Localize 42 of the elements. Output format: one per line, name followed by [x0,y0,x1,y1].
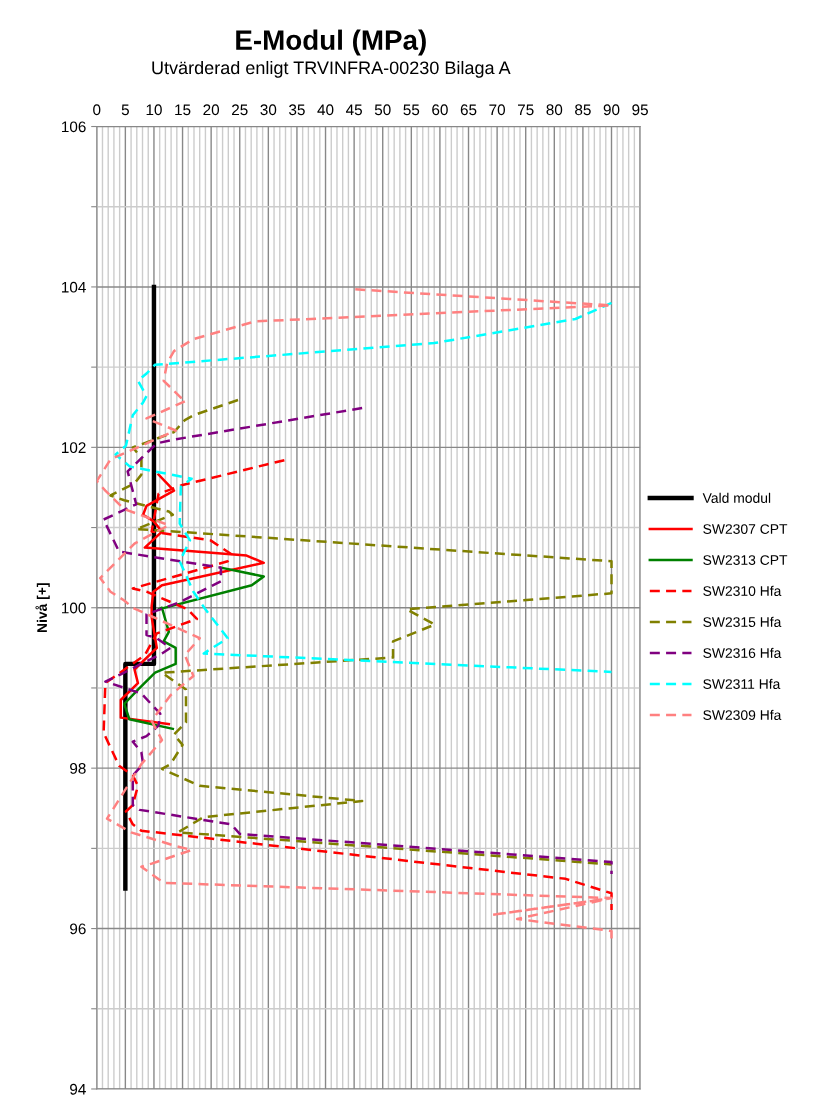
x-tick-label: 95 [632,104,648,116]
x-tick-label: 0 [93,104,101,116]
y-tick-label: 98 [70,763,86,774]
legend-label: SW2316 Hfa [703,647,782,658]
x-tick-label: 40 [317,104,334,116]
x-tick-label: 70 [489,104,506,116]
line-series [114,301,613,674]
line-series [96,288,613,941]
line-series [102,458,613,912]
y-tick-label: 102 [62,442,86,454]
y-tick-label: 104 [62,281,86,293]
x-tick-label: 15 [175,104,191,116]
x-tick-label: 75 [518,104,534,116]
y-tick-label: 94 [70,1083,86,1095]
x-tick-label: 30 [260,104,277,116]
x-tick-label: 65 [460,104,477,116]
chart-subtitle: Utvärderad enligt TRVINFRA-00230 Bilaga A [152,60,511,78]
x-tick-label: 90 [603,104,620,116]
legend-label: SW2313 CPT [703,555,788,565]
x-tick-label: 5 [121,104,129,116]
x-tick-label: 10 [146,104,162,116]
chart-title: E-Modul (MPa) [236,29,426,56]
x-tick-label: 45 [345,104,362,116]
x-tick-label: 60 [432,104,448,116]
y-axis-title: Nivå [+] [35,583,50,633]
x-tick-label: 50 [374,104,391,116]
x-tick-label: 35 [289,104,305,116]
y-tick-label: 100 [62,602,86,614]
y-tick-label: 96 [70,923,86,935]
x-tick-label: 20 [203,104,220,116]
x-tick-label: 85 [575,104,591,116]
x-tick-label: 80 [546,104,563,116]
legend-label: SW2307 CPT [703,524,788,534]
y-tick-label: 106 [62,121,86,133]
legend-label: SW2310 Hfa [703,585,782,596]
legend-label: SW2311 Hfa [703,678,781,689]
line-series [119,473,266,726]
legend-label: SW2315 Hfa [703,616,782,627]
legend-label: Vald modul [702,492,771,503]
x-tick-label: 25 [232,104,248,116]
x-tick-label: 55 [403,104,420,116]
legend-label: SW2309 Hfa [703,709,782,720]
